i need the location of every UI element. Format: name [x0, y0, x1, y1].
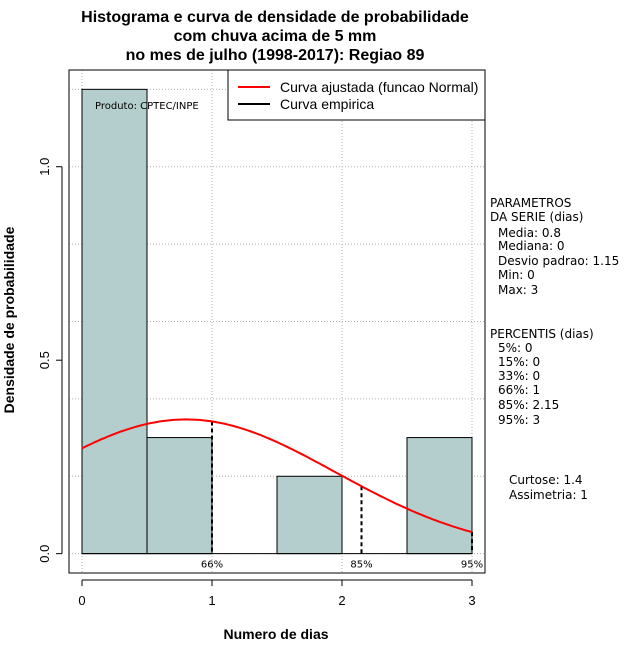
- legend-empirical-label: Curva empirica: [280, 96, 374, 112]
- histogram-bar-3: [276, 475, 343, 555]
- legend-fitted-label: Curva ajustada (funcao Normal): [280, 79, 478, 95]
- chart-title: Histograma e curva de densidade de proba…: [81, 9, 469, 64]
- histogram-bars: [81, 88, 473, 555]
- percentil-33: 33%: 0: [498, 369, 540, 383]
- legend: Curva ajustada (funcao Normal) Curva emp…: [227, 69, 486, 121]
- stat-mediana: Mediana: 0: [498, 239, 565, 253]
- percentile-markers: 66% 85% 95%: [201, 421, 483, 571]
- y-tick-label-2: 1.0: [37, 158, 52, 176]
- histogram-bar-0: [81, 88, 148, 555]
- product-label: Produto: CPTEC/INPE: [95, 101, 199, 112]
- chart-title-line-2: com chuva acima de 5 mm: [174, 28, 377, 45]
- x-tick-label-3: 3: [468, 593, 475, 608]
- x-axis-label: Numero de dias: [223, 626, 328, 642]
- percentile-label-2: 95%: [461, 560, 483, 571]
- percentil-5: 5%: 0: [498, 341, 533, 355]
- stat-min: Min: 0: [498, 268, 535, 282]
- stat-max: Max: 3: [498, 283, 538, 297]
- fitted-normal-curve: [81, 418, 473, 534]
- y-axis-label: Densidade de probabilidade: [1, 226, 17, 413]
- percentil-66: 66%: 1: [498, 383, 540, 397]
- histogram-bar-5: [406, 437, 473, 555]
- percentile-label-0: 66%: [201, 560, 223, 571]
- stat-desvio-padrao: Desvio padrao: 1.15: [498, 254, 619, 268]
- y-tick-label-1: 0.5: [37, 351, 52, 369]
- stats-panel: PARAMETROS DA SERIE (dias) Media: 0.8 Me…: [490, 196, 619, 502]
- x-tick-label-2: 2: [338, 593, 345, 608]
- percentil-95: 95%: 3: [498, 413, 540, 427]
- x-tick-label-1: 1: [208, 593, 215, 608]
- stat-media: Media: 0.8: [498, 226, 561, 240]
- histogram-bar-1: [146, 437, 213, 555]
- stat-assimetria: Assimetria: 1: [509, 488, 588, 502]
- axes: 0 1 2 3 0.0 0.5 1.0: [37, 158, 476, 608]
- percentil-15: 15%: 0: [498, 355, 540, 369]
- parametros-title-2: DA SERIE (dias): [490, 210, 583, 224]
- fitted-curve-layer: [81, 418, 473, 534]
- percentil-85: 85%: 2.15: [498, 398, 559, 412]
- parametros-title-1: PARAMETROS: [490, 196, 571, 210]
- percentis-title: PERCENTIS (dias): [490, 327, 594, 341]
- stat-curtose: Curtose: 1.4: [509, 473, 583, 487]
- legend-box: [227, 69, 486, 121]
- chart-title-line-1: Histograma e curva de densidade de proba…: [81, 9, 469, 26]
- y-tick-label-0: 0.0: [37, 545, 52, 563]
- chart-title-line-3: no mes de julho (1998-2017): Regiao 89: [126, 47, 425, 64]
- x-tick-label-0: 0: [78, 593, 85, 608]
- percentile-label-1: 85%: [350, 560, 372, 571]
